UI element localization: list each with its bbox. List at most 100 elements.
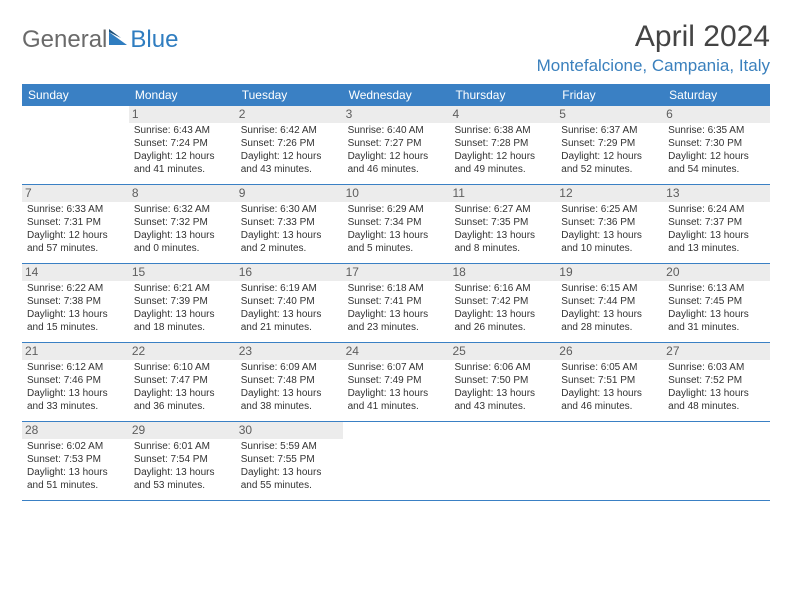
daylight-text: Daylight: 13 hours and 41 minutes. xyxy=(348,388,445,414)
daylight-text: Daylight: 13 hours and 33 minutes. xyxy=(27,388,124,414)
calendar-day: 10Sunrise: 6:29 AMSunset: 7:34 PMDayligh… xyxy=(343,185,450,263)
sunset-text: Sunset: 7:46 PM xyxy=(27,375,124,388)
logo-text-blue: Blue xyxy=(130,26,178,54)
daylight-text: Daylight: 12 hours and 52 minutes. xyxy=(561,151,658,177)
sunrise-text: Sunrise: 6:06 AM xyxy=(454,362,551,375)
daylight-text: Daylight: 13 hours and 10 minutes. xyxy=(561,230,658,256)
daylight-text: Daylight: 13 hours and 53 minutes. xyxy=(134,467,231,493)
calendar-day: 7Sunrise: 6:33 AMSunset: 7:31 PMDaylight… xyxy=(22,185,129,263)
daylight-text: Daylight: 13 hours and 26 minutes. xyxy=(454,309,551,335)
sunset-text: Sunset: 7:45 PM xyxy=(668,296,765,309)
day-number: 14 xyxy=(22,264,129,281)
sunset-text: Sunset: 7:33 PM xyxy=(241,217,338,230)
dow-saturday: Saturday xyxy=(663,84,770,106)
sunset-text: Sunset: 7:24 PM xyxy=(134,138,231,151)
sunrise-text: Sunrise: 6:12 AM xyxy=(27,362,124,375)
sunset-text: Sunset: 7:28 PM xyxy=(454,138,551,151)
calendar-day: 15 Sunrise: 6:21 AMSunset: 7:39 PMDayligh… xyxy=(129,264,236,342)
daylight-text: Daylight: 12 hours and 46 minutes. xyxy=(348,151,445,177)
sunset-text: Sunset: 7:37 PM xyxy=(668,217,765,230)
day-number: 24 xyxy=(343,343,450,360)
sunset-text: Sunset: 7:36 PM xyxy=(561,217,658,230)
sunrise-text: Sunrise: 6:21 AM xyxy=(134,283,231,296)
dow-tuesday: Tuesday xyxy=(236,84,343,106)
calendar-page: General Blue April 2024 Montefalcione, C… xyxy=(0,0,792,511)
dow-thursday: Thursday xyxy=(449,84,556,106)
daylight-text: Daylight: 13 hours and 5 minutes. xyxy=(348,230,445,256)
sunset-text: Sunset: 7:26 PM xyxy=(241,138,338,151)
dow-wednesday: Wednesday xyxy=(343,84,450,106)
calendar-week: 1 Sunrise: 6:43 AMSunset: 7:24 PM Daylight… xyxy=(22,106,770,185)
sunset-text: Sunset: 7:38 PM xyxy=(27,296,124,309)
day-number: 15 xyxy=(129,264,236,281)
sunrise-text: Sunrise: 6:22 AM xyxy=(27,283,124,296)
sunrise-text: Sunrise: 6:05 AM xyxy=(561,362,658,375)
daylight-text: Daylight: 13 hours and 51 minutes. xyxy=(27,467,124,493)
daylight-text: Daylight: 12 hours and 54 minutes. xyxy=(668,151,765,177)
dow-sunday: Sunday xyxy=(22,84,129,106)
calendar-day: 18Sunrise: 6:16 AMSunset: 7:42 PMDayligh… xyxy=(449,264,556,342)
calendar-day: 16Sunrise: 6:19 AMSunset: 7:40 PMDayligh… xyxy=(236,264,343,342)
sunset-text: Sunset: 7:49 PM xyxy=(348,375,445,388)
sunrise-text: Sunrise: 6:03 AM xyxy=(668,362,765,375)
day-number: 10 xyxy=(343,185,450,202)
day-number: 18 xyxy=(449,264,556,281)
sunrise-text: Sunrise: 6:19 AM xyxy=(241,283,338,296)
daylight-text: Daylight: 13 hours and 8 minutes. xyxy=(454,230,551,256)
sunset-text: Sunset: 7:35 PM xyxy=(454,217,551,230)
calendar-day: 27Sunrise: 6:03 AMSunset: 7:52 PMDayligh… xyxy=(663,343,770,421)
calendar-week: 7Sunrise: 6:33 AMSunset: 7:31 PMDaylight… xyxy=(22,185,770,264)
sunrise-text: Sunrise: 6:09 AM xyxy=(241,362,338,375)
calendar-day: 8Sunrise: 6:32 AMSunset: 7:32 PMDaylight… xyxy=(129,185,236,263)
sunset-text: Sunset: 7:27 PM xyxy=(348,138,445,151)
day-number: 7 xyxy=(22,185,129,202)
sunset-text: Sunset: 7:39 PM xyxy=(134,296,231,309)
calendar-day: 14Sunrise: 6:22 AMSunset: 7:38 PMDayligh… xyxy=(22,264,129,342)
day-number: 1 xyxy=(129,106,236,123)
daylight-text: Daylight: 13 hours and 21 minutes. xyxy=(241,309,338,335)
sunrise-text: Sunrise: 6:43 AM xyxy=(134,125,231,138)
day-number: 12 xyxy=(556,185,663,202)
daylight-text: Daylight: 13 hours and 28 minutes. xyxy=(561,309,658,335)
day-number: 29 xyxy=(129,422,236,439)
daylight-text: Daylight: 13 hours and 48 minutes. xyxy=(668,388,765,414)
sunrise-text: Sunrise: 6:25 AM xyxy=(561,204,658,217)
logo-flag-icon xyxy=(109,26,129,54)
day-number: 26 xyxy=(556,343,663,360)
sunset-text: Sunset: 7:53 PM xyxy=(27,454,124,467)
location-subtitle: Montefalcione, Campania, Italy xyxy=(537,56,770,76)
sunset-text: Sunset: 7:55 PM xyxy=(241,454,338,467)
daylight-text: Daylight: 13 hours and 36 minutes. xyxy=(134,388,231,414)
sunset-text: Sunset: 7:50 PM xyxy=(454,375,551,388)
day-number: 25 xyxy=(449,343,556,360)
day-number: 11 xyxy=(449,185,556,202)
sunrise-text: Sunrise: 6:18 AM xyxy=(348,283,445,296)
sunrise-text: Sunrise: 6:35 AM xyxy=(668,125,765,138)
sunrise-text: Sunrise: 6:13 AM xyxy=(668,283,765,296)
sunset-text: Sunset: 7:42 PM xyxy=(454,296,551,309)
sunrise-text: Sunrise: 6:30 AM xyxy=(241,204,338,217)
sunset-text: Sunset: 7:40 PM xyxy=(241,296,338,309)
sunrise-text: Sunrise: 6:01 AM xyxy=(134,441,231,454)
title-block: April 2024 Montefalcione, Campania, Ital… xyxy=(537,20,770,76)
calendar-day: 19Sunrise: 6:15 AMSunset: 7:44 PMDayligh… xyxy=(556,264,663,342)
daylight-text: Daylight: 12 hours and 43 minutes. xyxy=(241,151,338,177)
day-number: 23 xyxy=(236,343,343,360)
logo: General Blue xyxy=(22,26,178,54)
sunrise-text: Sunrise: 6:10 AM xyxy=(134,362,231,375)
day-number: 5 xyxy=(556,106,663,123)
day-number: 28 xyxy=(22,422,129,439)
sunset-text: Sunset: 7:44 PM xyxy=(561,296,658,309)
dow-friday: Friday xyxy=(556,84,663,106)
daylight-text: Daylight: 13 hours and 18 minutes. xyxy=(134,309,231,335)
calendar-day: 17Sunrise: 6:18 AMSunset: 7:41 PMDayligh… xyxy=(343,264,450,342)
day-number: 20 xyxy=(663,264,770,281)
sunrise-text: Sunrise: 6:32 AM xyxy=(134,204,231,217)
calendar-day: 1Sunrise: 6:43 AMSunset: 7:24 PMDaylight… xyxy=(129,106,236,184)
day-number: 19 xyxy=(556,264,663,281)
sunset-text: Sunset: 7:30 PM xyxy=(668,138,765,151)
calendar-week: 28Sunrise: 6:02 AMSunset: 7:53 PMDayligh… xyxy=(22,422,770,501)
sunset-text: Sunset: 7:31 PM xyxy=(27,217,124,230)
calendar-day: 4Sunrise: 6:38 AMSunset: 7:28 PMDaylight… xyxy=(449,106,556,184)
day-number: 3 xyxy=(343,106,450,123)
